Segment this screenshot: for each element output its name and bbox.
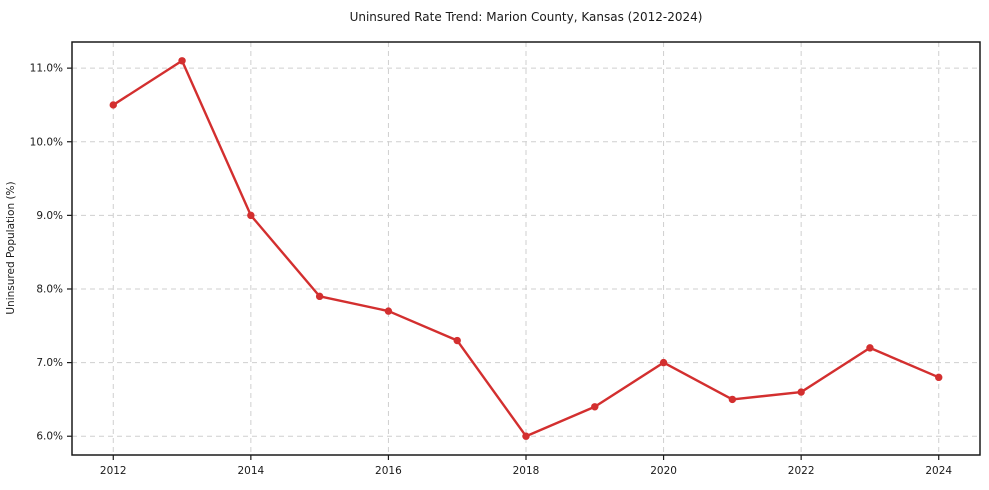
- x-tick-label: 2020: [650, 465, 677, 477]
- x-tick-label: 2022: [788, 465, 815, 477]
- data-point: [866, 344, 874, 352]
- data-point: [591, 403, 599, 411]
- data-point: [315, 292, 324, 301]
- y-tick-label: 10.0%: [30, 136, 63, 148]
- data-point: [384, 307, 393, 315]
- x-tick-label: 2024: [925, 465, 952, 477]
- data-point: [522, 432, 530, 440]
- x-tick-label: 2018: [513, 465, 540, 477]
- data-point: [453, 336, 461, 345]
- y-tick-label: 6.0%: [36, 431, 63, 443]
- plot-area: 6.0% 7.0% 8.0% 9.0% 10.0% 11.0% 2012 2014 2016 20…: [30, 41, 981, 477]
- y-axis-label: Uninsured Population (%): [5, 181, 17, 314]
- data-point: [109, 101, 117, 109]
- data-point: [178, 57, 186, 65]
- y-tick-label: 11.0%: [30, 63, 63, 75]
- data-point: [935, 373, 943, 382]
- x-tick-label: 2014: [237, 465, 264, 477]
- y-tick-label: 9.0%: [36, 210, 63, 222]
- y-tick-label: 7.0%: [36, 357, 63, 369]
- data-point: [247, 211, 255, 220]
- x-tick-label: 2012: [100, 465, 127, 477]
- chart-title: Uninsured Rate Trend: Marion County, Kan…: [350, 10, 703, 24]
- x-tick-label: 2016: [375, 465, 402, 477]
- data-point: [797, 388, 805, 396]
- data-point: [728, 395, 737, 404]
- data-point: [659, 358, 668, 367]
- y-tick-label: 8.0%: [36, 283, 63, 295]
